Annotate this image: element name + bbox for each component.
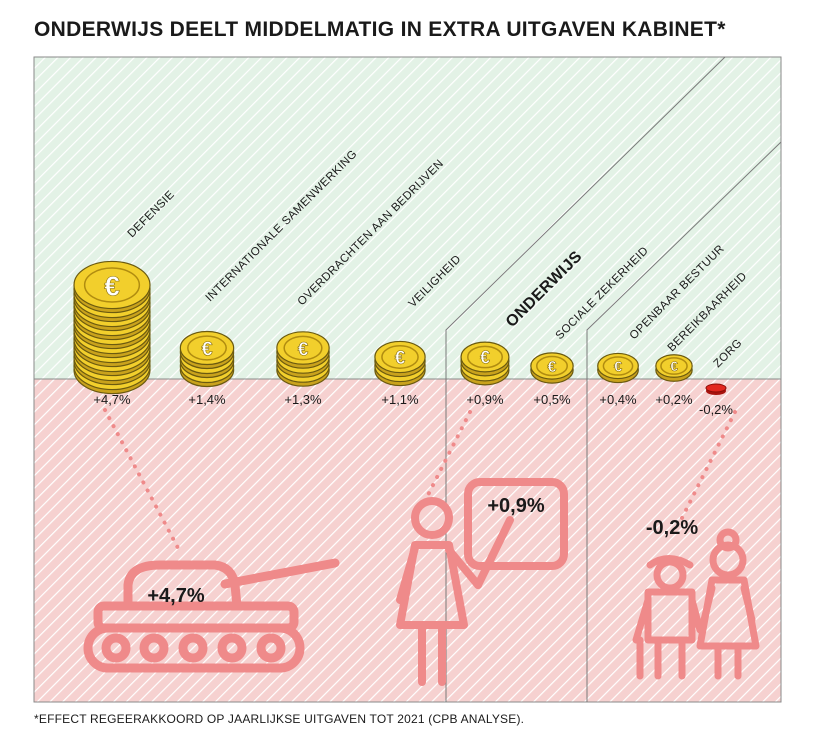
euro-icon: €: [548, 359, 557, 376]
coin-stack-veiligheid: €: [374, 340, 426, 387]
teacher-icon: [396, 478, 568, 686]
positive-area: [34, 57, 781, 379]
footnote: *EFFECT REGEERAKKOORD OP JAARLIJKSE UITG…: [34, 712, 525, 726]
coin-stack-zorg: [705, 383, 727, 395]
coin-stack-defensie: €: [73, 260, 151, 395]
euro-icon: €: [104, 271, 120, 302]
coin-rim: [660, 357, 688, 375]
coin-rim: [467, 345, 503, 369]
coin-rim: [602, 356, 634, 376]
value-label-sociale-zekerheid: +0,5%: [533, 392, 571, 407]
value-label-openbaar-bestuur: +0,4%: [599, 392, 637, 407]
coin-rim: [83, 267, 141, 303]
value-label-overdrachten-aan-bedrijven: +1,3%: [284, 392, 322, 407]
coin-stack-openbaar-bestuur: €: [597, 352, 639, 384]
coin-rim: [283, 335, 323, 361]
coin-rim: [187, 335, 227, 361]
euro-icon: €: [670, 358, 678, 374]
zorg-callout-label: -0,2%: [646, 517, 698, 539]
section-divider-2: [586, 141, 782, 702]
coin-rim: [536, 355, 568, 377]
elderly-couple-icon: [632, 528, 760, 680]
euro-icon: €: [480, 348, 490, 368]
euro-icon: €: [298, 339, 309, 360]
coin-rim: [381, 345, 419, 369]
value-label-internationale-samenwerking: +1,4%: [188, 392, 226, 407]
coin-stack-internationale-samenwerking: €: [179, 330, 235, 388]
value-label-defensie: +4,7%: [93, 392, 131, 407]
coin-face-zorg: [705, 383, 727, 393]
value-labels: +4,7% +1,4% +1,3% +1,1% +0,9% +0,5% +0,4% +0,2%…: [93, 392, 733, 417]
value-label-zorg: -0,2%: [699, 402, 733, 417]
coin-stack-overdrachten-aan-bedrijven: €: [276, 331, 330, 387]
euro-icon: €: [201, 338, 212, 360]
euro-icon: €: [395, 348, 406, 369]
coin-stack-onderwijs: €: [460, 341, 510, 386]
value-label-bereikbaarheid: +0,2%: [655, 392, 693, 407]
connector-onderwijs: [426, 410, 472, 497]
onderwijs-callout-label: +0,9%: [487, 495, 544, 517]
coin-stack-sociale-zekerheid: €: [530, 352, 574, 384]
tank-icon: [83, 558, 340, 673]
value-label-veiligheid: +1,1%: [381, 392, 419, 407]
connector-defensie: [103, 408, 180, 550]
coin-stacks: € € € € € € € €: [73, 260, 727, 395]
coin-stack-bereikbaarheid: €: [655, 354, 693, 382]
value-label-onderwijs: +0,9%: [466, 392, 504, 407]
section-divider-1: [445, 56, 726, 702]
chart-title: ONDERWIJS DEELT MIDDELMATIG IN EXTRA UIT…: [34, 18, 726, 41]
defensie-callout-label: +4,7%: [147, 585, 204, 607]
euro-icon: €: [614, 359, 623, 376]
